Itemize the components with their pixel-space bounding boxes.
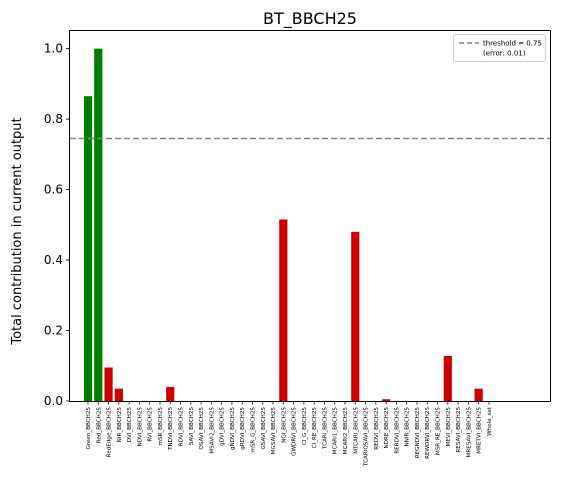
bars-group	[83, 48, 483, 402]
x-tick-label: gNDVI_BBCH25	[230, 407, 236, 450]
legend-box	[453, 34, 546, 62]
x-tick-label: GWDRVI_BBCH25	[292, 407, 298, 456]
y-tick-label: 0.2	[44, 324, 63, 338]
x-tick-label: NDRE_BBCH25	[384, 407, 390, 449]
x-tick-label: REGNDVI_BBCH25	[415, 407, 421, 459]
x-tick-label: mSR_BBCH25	[158, 407, 164, 446]
y-tick-label: 0.6	[44, 183, 63, 197]
x-tick-label: NNIR_BBCH25	[405, 407, 411, 447]
y-tick-label: 0.8	[44, 112, 63, 126]
x-tick-label: RESAVI_BBCH25	[456, 407, 462, 453]
x-tick-label: MSR_RE_BBCH25	[436, 407, 442, 456]
x-tick-label: MRETVI_BBCH25	[477, 407, 483, 454]
x-tick-label: Whole_set	[487, 406, 493, 436]
bar-NGI_BBCH25	[279, 219, 288, 401]
x-tick-label: RERDVI_BBCH25	[394, 407, 400, 454]
x-tick-label: NIR_BBCH25	[117, 407, 123, 443]
y-tick-label: 0.0	[44, 394, 63, 408]
chart-title: BT_BBCH25	[263, 9, 357, 29]
x-tick-label: MGSAVI_BBCH25	[271, 407, 277, 455]
x-tick-label: MRESAVI_BBCH25	[466, 407, 472, 458]
bar-MRETVI_BBCH25	[474, 388, 483, 401]
x-tick-label: gRDVI_BBCH25	[240, 407, 246, 450]
x-tick-label: TCARI_BBCH25	[322, 407, 328, 450]
plot-frame	[69, 30, 551, 402]
x-tick-label: gDVI_BBCH25	[220, 407, 226, 446]
legend-threshold-error: (error: 0.01)	[483, 50, 526, 58]
x-tick-label: CI_RE_BBCH25	[312, 407, 318, 449]
bar-NIR_BBCH25	[114, 388, 123, 401]
x-axis: Green_BBCH25 Red_BBCH25 RedEdge_BBCH25 NIR_…	[86, 401, 493, 467]
x-tick-label: MCARI1_BBCH25	[333, 407, 339, 455]
bar-Green_BBCH25	[83, 96, 93, 401]
x-tick-label: NGI_BBCH25	[281, 407, 287, 443]
legend-threshold-label: threshold = 0.75	[483, 40, 542, 48]
x-tick-label: MCARI2_BBCH25	[343, 407, 349, 455]
x-tick-label: REWDRVI_BBCH25	[425, 407, 431, 459]
y-axis: 0.0 0.2 0.4 0.6 0.8 1.0	[44, 42, 70, 408]
x-tick-label: RedEdge_BBCH25	[107, 407, 113, 458]
x-tick-label: MSAVI2_BBCH25	[209, 407, 215, 454]
x-tick-label: CI_G_BBCH25	[302, 407, 308, 446]
x-tick-label: DVI_BBCH25	[127, 407, 133, 443]
x-tick-label: GSAVI_BBCH25	[261, 407, 267, 450]
x-tick-label: MEVI_BBCH25	[446, 407, 452, 447]
x-tick-label: OSAVI_BBCH25	[199, 407, 205, 450]
x-tick-label: TNDVI_BBCH25	[168, 407, 174, 451]
x-tick-label: MTCARI_BBCH25	[353, 407, 359, 454]
x-tick-label: RDVI_BBCH25	[179, 407, 185, 447]
legend: threshold = 0.75 (error: 0.01)	[453, 34, 546, 62]
y-axis-label: Total contribution in current output	[10, 117, 25, 345]
x-tick-label: mSR_G_BBCH25	[250, 407, 256, 453]
bar-MEVI_BBCH25	[443, 355, 452, 401]
bar-RedEdge_BBCH25	[104, 367, 113, 401]
x-tick-label: NDVI_BBCH25	[137, 407, 143, 447]
x-tick-label: Green_BBCH25	[86, 407, 92, 450]
x-tick-label: REDVI_BBCH25	[374, 407, 380, 450]
bar-Red_BBCH25	[94, 48, 103, 402]
bar-TNDVI_BBCH25	[166, 386, 175, 401]
x-tick-label: RVI_BBCH25	[148, 407, 154, 442]
x-tick-label: Red_BBCH25	[96, 407, 102, 444]
x-tick-label: TCARIOSAVI_BBCH25	[364, 407, 370, 467]
bar-NDRE_BBCH25	[382, 399, 391, 401]
y-tick-label: 0.4	[44, 253, 63, 267]
bar-MTCARI_BBCH25	[351, 231, 360, 401]
x-tick-label: SAVI_BBCH25	[189, 407, 195, 446]
y-tick-label: 1.0	[44, 42, 63, 56]
